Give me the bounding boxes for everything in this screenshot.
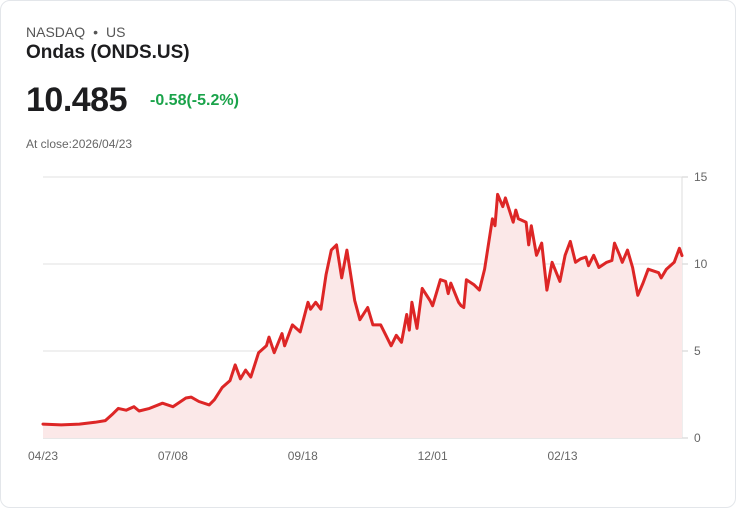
x-tick-label: 07/08 (158, 449, 188, 463)
y-tick-label: 0 (694, 431, 701, 445)
x-tick-label: 04/23 (28, 449, 58, 463)
current-price: 10.485 (26, 81, 128, 119)
y-tick-label: 10 (694, 257, 708, 271)
x-tick-label: 02/13 (547, 449, 577, 463)
y-tick-label: 5 (694, 344, 701, 358)
exchange-name: NASDAQ (26, 24, 86, 40)
x-tick-label: 12/01 (418, 449, 448, 463)
x-tick-label: 09/18 (288, 449, 318, 463)
price-change: -0.58(-5.2%) (150, 92, 239, 109)
separator-dot: • (93, 24, 99, 40)
country: US (106, 24, 126, 40)
close-date: At close:2026/04/23 (26, 137, 133, 151)
exchange-line: NASDAQ • US (26, 24, 125, 40)
stock-title: Ondas (ONDS.US) (26, 42, 190, 63)
y-tick-label: 15 (694, 170, 708, 184)
price-line (41, 192, 684, 427)
